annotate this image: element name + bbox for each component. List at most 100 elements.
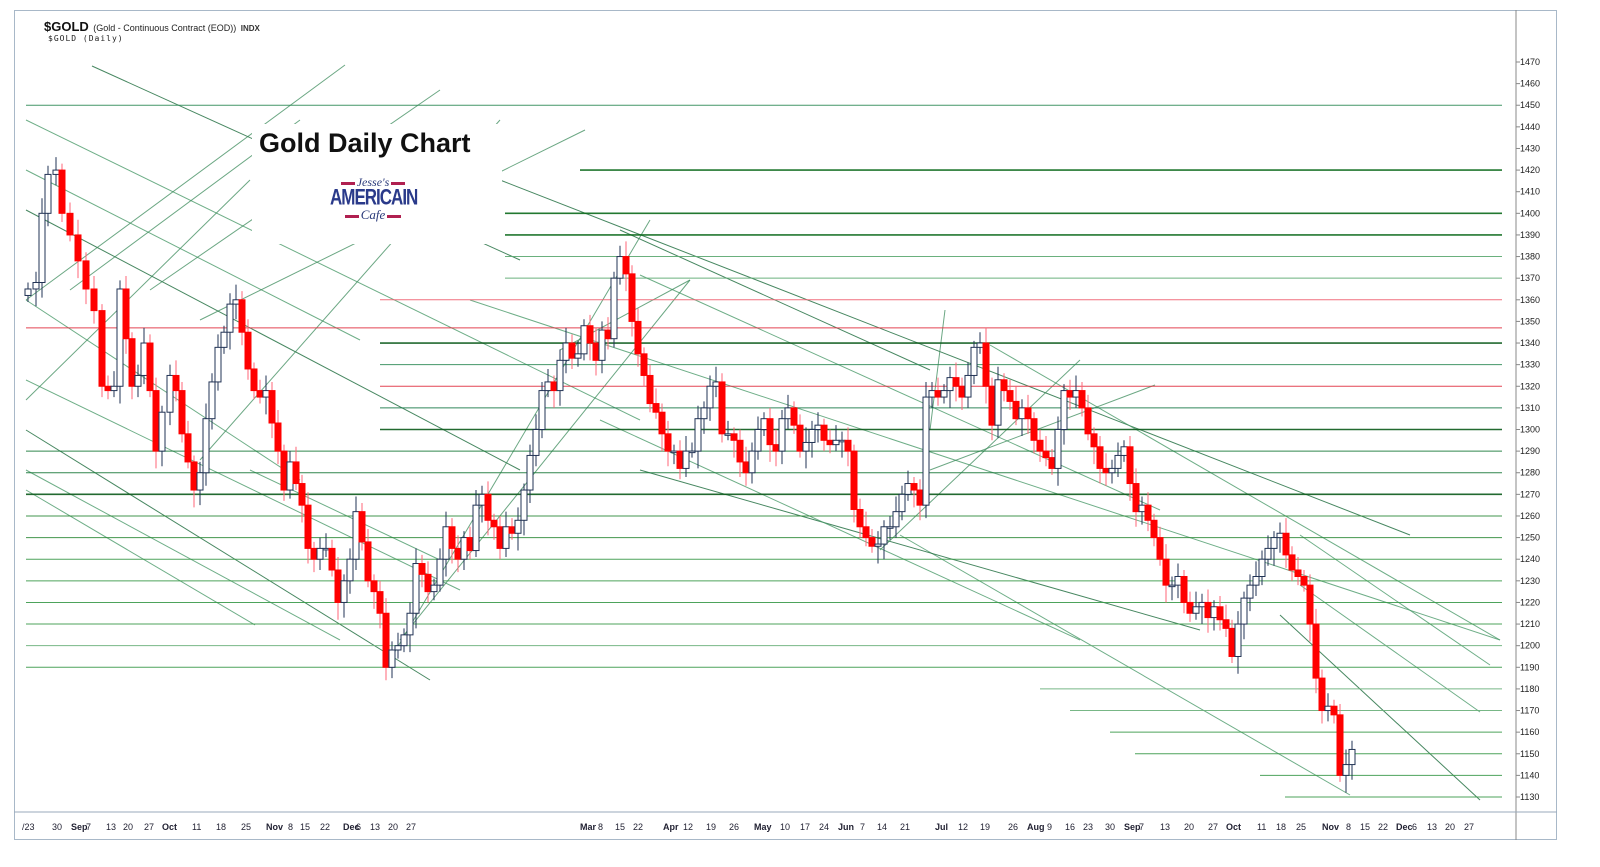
svg-text:1240: 1240 <box>1520 554 1540 564</box>
svg-text:26: 26 <box>1008 822 1018 832</box>
svg-text:8: 8 <box>288 822 293 832</box>
svg-text:13: 13 <box>1427 822 1437 832</box>
svg-text:1320: 1320 <box>1520 381 1540 391</box>
svg-text:1470: 1470 <box>1520 57 1540 67</box>
svg-text:27: 27 <box>1208 822 1218 832</box>
svg-text:Nov: Nov <box>266 822 283 832</box>
svg-text:7: 7 <box>86 822 91 832</box>
svg-text:Jun: Jun <box>838 822 854 832</box>
svg-text:11: 11 <box>1257 822 1266 832</box>
ticker-symbol: $GOLD <box>44 19 89 34</box>
svg-text:1460: 1460 <box>1520 79 1540 89</box>
svg-text:Mar: Mar <box>580 822 597 832</box>
horizontal-levels <box>26 104 1502 798</box>
svg-text:7: 7 <box>860 822 865 832</box>
svg-text:22: 22 <box>633 822 643 832</box>
svg-text:1260: 1260 <box>1520 511 1540 521</box>
svg-text:11: 11 <box>192 822 201 832</box>
svg-text:1410: 1410 <box>1520 187 1540 197</box>
chart-title: Gold Daily Chart <box>259 128 471 158</box>
svg-text:1330: 1330 <box>1520 360 1540 370</box>
svg-text:18: 18 <box>216 822 226 832</box>
svg-text:27: 27 <box>144 822 154 832</box>
svg-text:1370: 1370 <box>1520 273 1540 283</box>
candlesticks <box>24 157 1356 793</box>
svg-text:1140: 1140 <box>1520 770 1539 780</box>
chart-subtitle: $GOLD (Daily) <box>48 34 124 43</box>
svg-text:Nov: Nov <box>1322 822 1339 832</box>
svg-text:7: 7 <box>1139 822 1144 832</box>
title-backdrop <box>252 124 502 244</box>
svg-text:19: 19 <box>706 822 716 832</box>
svg-text:1430: 1430 <box>1520 143 1540 153</box>
svg-text:1250: 1250 <box>1520 533 1540 543</box>
svg-text:1400: 1400 <box>1520 208 1540 218</box>
svg-text:20: 20 <box>1445 822 1455 832</box>
svg-text:20: 20 <box>123 822 133 832</box>
svg-text:1360: 1360 <box>1520 295 1540 305</box>
svg-text:23: 23 <box>1083 822 1093 832</box>
svg-text:25: 25 <box>1296 822 1306 832</box>
svg-text:Dec: Dec <box>343 822 360 832</box>
svg-text:1350: 1350 <box>1520 316 1540 326</box>
chart-frame <box>14 10 1557 840</box>
svg-text:13: 13 <box>370 822 380 832</box>
svg-text:1190: 1190 <box>1520 662 1539 672</box>
svg-text:1380: 1380 <box>1520 252 1540 262</box>
svg-text:1300: 1300 <box>1520 425 1540 435</box>
logo-line-2: AMERICAIN <box>330 185 418 210</box>
svg-text:1440: 1440 <box>1520 122 1540 132</box>
svg-text:6: 6 <box>1412 822 1417 832</box>
svg-text:1200: 1200 <box>1520 641 1540 651</box>
svg-text:1170: 1170 <box>1520 706 1539 716</box>
svg-text:12: 12 <box>683 822 693 832</box>
svg-text:1310: 1310 <box>1520 403 1540 413</box>
svg-text:1290: 1290 <box>1520 446 1540 456</box>
svg-text:1220: 1220 <box>1520 597 1540 607</box>
svg-text:1280: 1280 <box>1520 468 1540 478</box>
chart-header: $GOLD (Gold - Continuous Contract (EOD))… <box>44 18 260 36</box>
svg-text:13: 13 <box>106 822 116 832</box>
svg-text:16: 16 <box>1065 822 1075 832</box>
svg-text:13: 13 <box>1160 822 1170 832</box>
svg-text:27: 27 <box>1464 822 1474 832</box>
svg-text:20: 20 <box>388 822 398 832</box>
ticker-description: (Gold - Continuous Contract (EOD)) <box>93 23 237 33</box>
svg-text:15: 15 <box>300 822 310 832</box>
svg-text:15: 15 <box>1360 822 1370 832</box>
svg-text:Jul: Jul <box>935 822 948 832</box>
svg-text:1450: 1450 <box>1520 100 1540 110</box>
svg-text:/23: /23 <box>22 822 35 832</box>
svg-text:8: 8 <box>1346 822 1351 832</box>
svg-text:1150: 1150 <box>1520 749 1539 759</box>
svg-text:1160: 1160 <box>1520 727 1539 737</box>
svg-text:17: 17 <box>800 822 810 832</box>
svg-text:12: 12 <box>958 822 968 832</box>
logo-line-3: Cafe <box>330 208 416 222</box>
svg-text:20: 20 <box>1184 822 1194 832</box>
svg-text:26: 26 <box>729 822 739 832</box>
cafe-logo: Jesse's AMERICAIN Cafe <box>330 176 418 242</box>
svg-text:Apr: Apr <box>663 822 679 832</box>
svg-text:22: 22 <box>320 822 330 832</box>
svg-text:14: 14 <box>877 822 887 832</box>
svg-text:Oct: Oct <box>1226 822 1241 832</box>
svg-text:30: 30 <box>52 822 62 832</box>
trendlines <box>25 64 1501 801</box>
svg-text:8: 8 <box>598 822 603 832</box>
svg-text:9: 9 <box>1047 822 1052 832</box>
svg-text:1340: 1340 <box>1520 338 1540 348</box>
svg-text:Sep: Sep <box>71 822 88 832</box>
svg-text:Oct: Oct <box>162 822 177 832</box>
svg-text:1420: 1420 <box>1520 165 1540 175</box>
svg-text:25: 25 <box>241 822 251 832</box>
svg-text:21: 21 <box>900 822 910 832</box>
svg-text:18: 18 <box>1276 822 1286 832</box>
svg-text:22: 22 <box>1378 822 1388 832</box>
svg-text:1130: 1130 <box>1520 792 1539 802</box>
svg-text:27: 27 <box>406 822 416 832</box>
exchange-label: INDX <box>240 24 260 33</box>
svg-text:Aug: Aug <box>1027 822 1045 832</box>
